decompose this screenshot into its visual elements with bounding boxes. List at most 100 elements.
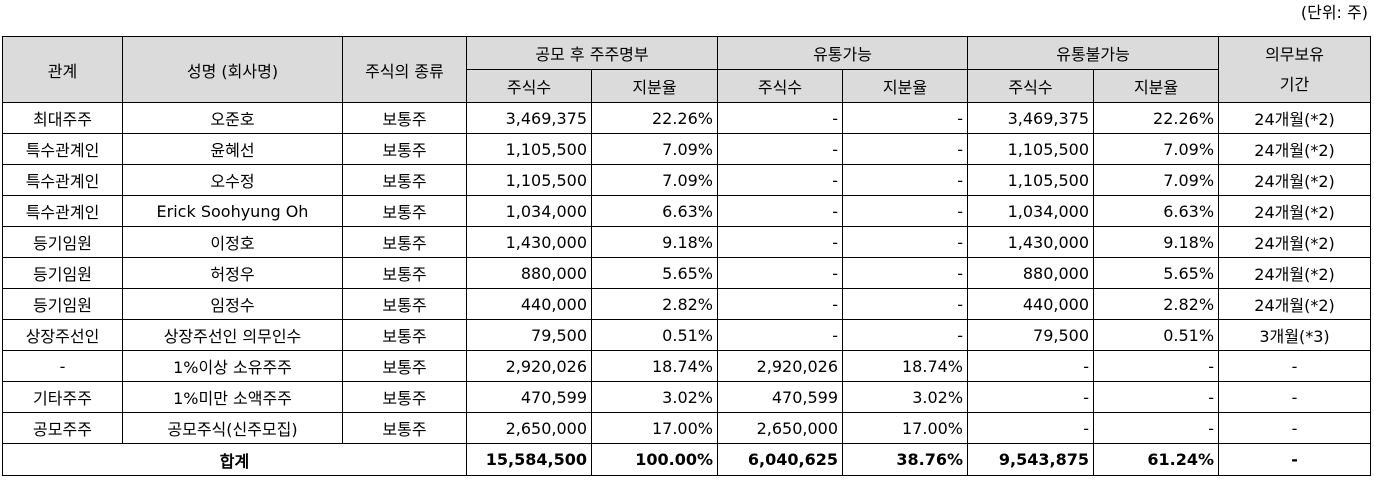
cell-post-ratio: 0.51% — [591, 319, 718, 351]
cell-non-shares: - — [967, 381, 1095, 413]
cell-name: Erick Soohyung Oh — [122, 195, 343, 227]
cell-post-shares: 2,650,000 — [466, 412, 592, 444]
cell-trad-ratio: 17.00% — [841, 412, 969, 444]
cell-lockup: 24개월(*2) — [1218, 102, 1372, 134]
cell-non-ratio: 7.09% — [1093, 133, 1220, 165]
cell-post-ratio: 17.00% — [591, 412, 718, 444]
header-stock-type: 주식의 종류 — [342, 36, 467, 103]
cell-relation: 특수관계인 — [2, 133, 123, 165]
total-trad-shares: 6,040,625 — [717, 443, 843, 476]
cell-trad-shares: 2,920,026 — [717, 350, 843, 382]
cell-trad-ratio: - — [841, 319, 969, 351]
cell-post-shares: 1,105,500 — [466, 164, 592, 196]
cell-post-ratio: 3.02% — [591, 381, 718, 413]
total-trad-ratio: 38.76% — [841, 443, 969, 476]
table-row: 기타주주 1%미만 소액주주 보통주 470,599 3.02% 470,599 3.02%… — [2, 381, 1372, 413]
cell-relation: 공모주주 — [2, 412, 123, 444]
header-trad-shares: 주식수 — [717, 69, 843, 103]
total-lockup: - — [1218, 443, 1372, 476]
header-non-ratio: 지분율 — [1093, 69, 1220, 103]
header-trad-ratio: 지분율 — [841, 69, 969, 103]
cell-non-ratio: 6.63% — [1093, 195, 1220, 227]
cell-name: 오수정 — [122, 164, 343, 196]
table-row: 특수관계인 Erick Soohyung Oh 보통주 1,034,000 6.63% -… — [2, 195, 1372, 227]
cell-post-shares: 470,599 — [466, 381, 592, 413]
cell-post-ratio: 7.09% — [591, 164, 718, 196]
table-row: 등기임원 허정우 보통주 880,000 5.65% - -880,000 5.65% 24개월… — [2, 257, 1372, 289]
cell-lockup: - — [1218, 381, 1372, 413]
cell-non-ratio: - — [1093, 350, 1220, 382]
cell-trad-ratio: - — [841, 226, 969, 258]
cell-post-shares: 880,000 — [466, 257, 592, 289]
cell-post-ratio: 9.18% — [591, 226, 718, 258]
cell-trad-shares: - — [717, 102, 843, 134]
cell-non-ratio: 22.26% — [1093, 102, 1220, 134]
cell-non-ratio: - — [1093, 412, 1220, 444]
cell-post-ratio: 6.63% — [591, 195, 718, 227]
cell-lockup: 3개월(*3) — [1218, 319, 1372, 351]
cell-trad-shares: - — [717, 164, 843, 196]
header-post-ratio: 지분율 — [591, 69, 718, 103]
cell-trad-shares: - — [717, 133, 843, 165]
cell-non-ratio: 0.51% — [1093, 319, 1220, 351]
cell-relation: 등기임원 — [2, 257, 123, 289]
header-non-shares: 주식수 — [967, 69, 1095, 103]
cell-trad-ratio: - — [841, 164, 969, 196]
cell-post-shares: 2,920,026 — [466, 350, 592, 382]
cell-relation: 특수관계인 — [2, 164, 123, 196]
table-row: 상장주선인 상장주선인 의무인수 보통주 79,500 0.51% - -79,500 0.5… — [2, 319, 1372, 351]
total-row: 합계 15,584,500 100.00% 6,040,625 38.76% 9… — [2, 443, 1372, 476]
cell-stock-type: 보통주 — [342, 288, 467, 320]
shareholder-table: 관계 성명 (회사명) 주식의 종류 공모 후 주주명부 유통가능 유통불가능 … — [2, 36, 1372, 476]
table-row: 등기임원 이정호 보통주 1,430,000 9.18% - -1,430,000 9.18%… — [2, 226, 1372, 258]
cell-post-shares: 1,430,000 — [466, 226, 592, 258]
cell-trad-shares: - — [717, 288, 843, 320]
cell-trad-shares: - — [717, 257, 843, 289]
header-post-shares: 주식수 — [466, 69, 592, 103]
cell-trad-shares: 2,650,000 — [717, 412, 843, 444]
cell-lockup: 24개월(*2) — [1218, 164, 1372, 196]
cell-name: 1%미만 소액주주 — [122, 381, 343, 413]
total-non-ratio: 61.24% — [1093, 443, 1220, 476]
total-post-ratio: 100.00% — [591, 443, 718, 476]
cell-trad-shares: - — [717, 226, 843, 258]
cell-name: 1%이상 소유주주 — [122, 350, 343, 382]
cell-lockup: 24개월(*2) — [1218, 133, 1372, 165]
cell-non-shares: - — [967, 412, 1095, 444]
cell-lockup: - — [1218, 350, 1372, 382]
cell-relation: - — [2, 350, 123, 382]
total-non-shares: 9,543,875 — [967, 443, 1095, 476]
cell-trad-ratio: 18.74% — [841, 350, 969, 382]
cell-non-ratio: 2.82% — [1093, 288, 1220, 320]
cell-relation: 특수관계인 — [2, 195, 123, 227]
cell-stock-type: 보통주 — [342, 133, 467, 165]
cell-relation: 최대주주 — [2, 102, 123, 134]
cell-name: 윤혜선 — [122, 133, 343, 165]
cell-stock-type: 보통주 — [342, 195, 467, 227]
table-row: 최대주주 오준호 보통주 3,469,375 22.26% - -3,469,375 22.2… — [2, 102, 1372, 134]
cell-name: 오준호 — [122, 102, 343, 134]
total-post-shares: 15,584,500 — [466, 443, 592, 476]
cell-name: 공모주식(신주모집) — [122, 412, 343, 444]
header-post-ipo: 공모 후 주주명부 — [466, 36, 718, 70]
cell-non-shares: - — [967, 350, 1095, 382]
cell-trad-shares: - — [717, 195, 843, 227]
cell-name: 상장주선인 의무인수 — [122, 319, 343, 351]
cell-stock-type: 보통주 — [342, 226, 467, 258]
header-lockup: 의무보유 기간 — [1218, 36, 1372, 103]
cell-post-shares: 440,000 — [466, 288, 592, 320]
cell-stock-type: 보통주 — [342, 102, 467, 134]
cell-lockup: - — [1218, 412, 1372, 444]
cell-non-shares: 880,000 — [967, 257, 1095, 289]
cell-name: 허정우 — [122, 257, 343, 289]
unit-note: (단위: 주) — [1300, 3, 1368, 22]
cell-lockup: 24개월(*2) — [1218, 226, 1372, 258]
cell-trad-ratio: - — [841, 257, 969, 289]
cell-stock-type: 보통주 — [342, 412, 467, 444]
cell-non-shares: 1,430,000 — [967, 226, 1095, 258]
cell-trad-ratio: 3.02% — [841, 381, 969, 413]
cell-non-shares: 440,000 — [967, 288, 1095, 320]
cell-non-shares: 79,500 — [967, 319, 1095, 351]
cell-post-shares: 1,034,000 — [466, 195, 592, 227]
cell-relation: 등기임원 — [2, 288, 123, 320]
